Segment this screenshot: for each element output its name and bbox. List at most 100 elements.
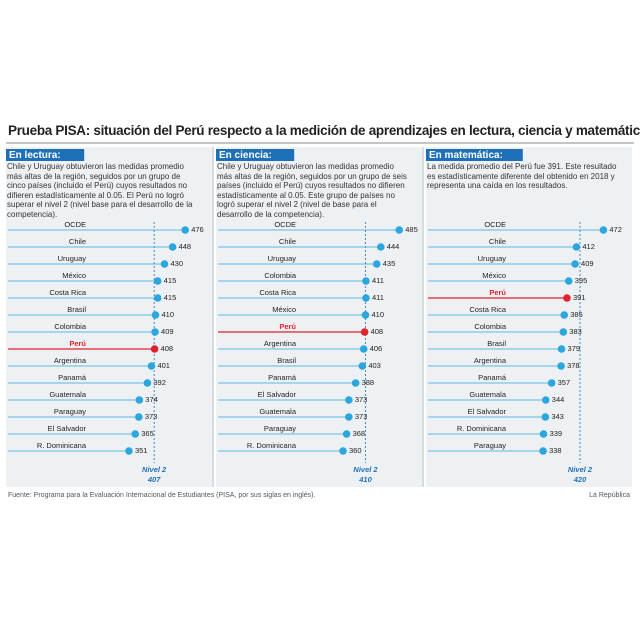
value-label: 338 bbox=[549, 446, 562, 455]
dot bbox=[563, 294, 571, 302]
value-label: 411 bbox=[372, 276, 384, 285]
category-label: Brasil bbox=[487, 339, 506, 348]
value-label: 343 bbox=[551, 412, 564, 421]
dot bbox=[135, 413, 143, 421]
dot bbox=[153, 294, 162, 302]
value-label: 409 bbox=[581, 259, 594, 268]
dot bbox=[377, 243, 385, 251]
value-label: 374 bbox=[145, 395, 158, 404]
dot bbox=[151, 311, 160, 319]
category-label: Brasil bbox=[277, 356, 296, 365]
dot bbox=[362, 277, 370, 285]
value-label: 385 bbox=[570, 310, 583, 319]
dot bbox=[151, 328, 159, 336]
threshold-label: Nivel 2 bbox=[142, 465, 167, 474]
category-label: Argentina bbox=[264, 339, 297, 348]
dot bbox=[599, 226, 608, 234]
value-label: 409 bbox=[161, 327, 174, 336]
dot bbox=[351, 379, 360, 387]
value-label: 395 bbox=[575, 276, 588, 285]
category-label: Uruguay bbox=[58, 254, 87, 263]
value-label: 351 bbox=[135, 446, 148, 455]
value-label: 357 bbox=[558, 378, 571, 387]
value-label: 406 bbox=[370, 344, 383, 353]
dot bbox=[557, 345, 566, 353]
value-label: 401 bbox=[157, 361, 170, 370]
value-label: 411 bbox=[372, 293, 384, 302]
dot bbox=[539, 430, 548, 438]
value-label: 368 bbox=[353, 429, 366, 438]
dot bbox=[143, 379, 152, 387]
value-label: 408 bbox=[371, 327, 384, 336]
category-label: México bbox=[62, 271, 86, 280]
category-label: R. Dominicana bbox=[457, 424, 507, 433]
value-label: 415 bbox=[164, 293, 177, 302]
section-label: En ciencia: bbox=[219, 150, 272, 161]
threshold-value: 420 bbox=[573, 475, 587, 484]
category-label: Uruguay bbox=[478, 254, 507, 263]
value-label: 415 bbox=[164, 276, 177, 285]
category-label: Chile bbox=[279, 237, 296, 246]
category-label: Colombia bbox=[264, 271, 297, 280]
category-label: Costa Rica bbox=[469, 305, 507, 314]
category-label: R. Dominicana bbox=[37, 441, 87, 450]
dot bbox=[131, 430, 140, 438]
dot bbox=[395, 226, 404, 234]
category-label: Panamá bbox=[268, 373, 297, 382]
dot bbox=[168, 243, 177, 251]
dot bbox=[339, 447, 347, 455]
category-label: Paraguay bbox=[474, 441, 506, 450]
value-label: 344 bbox=[552, 395, 565, 404]
threshold-label: Nivel 2 bbox=[353, 465, 378, 474]
credit: La República bbox=[589, 492, 630, 499]
category-label: El Salvador bbox=[258, 390, 297, 399]
value-label: 472 bbox=[609, 225, 622, 234]
category-label: OCDE bbox=[64, 220, 86, 229]
value-label: 408 bbox=[161, 344, 174, 353]
dot bbox=[372, 260, 381, 268]
dot bbox=[181, 226, 189, 234]
category-label: Panamá bbox=[58, 373, 87, 382]
value-label: 435 bbox=[383, 259, 396, 268]
dot bbox=[160, 260, 169, 268]
value-label: 430 bbox=[171, 259, 184, 268]
value-label: 444 bbox=[387, 242, 400, 251]
category-label: Guatemala bbox=[259, 407, 297, 416]
value-label: 365 bbox=[141, 429, 154, 438]
category-label: R. Dominicana bbox=[247, 441, 297, 450]
value-label: 476 bbox=[191, 225, 204, 234]
dot bbox=[559, 328, 568, 336]
dot bbox=[361, 311, 370, 319]
value-label: 410 bbox=[162, 310, 175, 319]
dot bbox=[135, 396, 144, 404]
category-label: Perú bbox=[69, 339, 86, 348]
section-label: En lectura: bbox=[9, 150, 61, 161]
category-label: Argentina bbox=[54, 356, 87, 365]
dot bbox=[564, 277, 573, 285]
description: La medida promedio del Perú fue 391. Est… bbox=[427, 162, 617, 190]
category-label: Colombia bbox=[474, 322, 507, 331]
category-label: Argentina bbox=[474, 356, 507, 365]
value-label: 373 bbox=[355, 412, 368, 421]
category-label: Panamá bbox=[478, 373, 507, 382]
value-label: 412 bbox=[582, 242, 595, 251]
dot bbox=[541, 413, 550, 421]
value-label: 378 bbox=[567, 361, 580, 370]
value-label: 373 bbox=[145, 412, 158, 421]
dot bbox=[342, 430, 351, 438]
category-label: Chile bbox=[69, 237, 86, 246]
dot bbox=[560, 311, 569, 319]
dot bbox=[150, 345, 159, 353]
title: Prueba PISA: situación del Perú respecto… bbox=[8, 123, 640, 138]
category-label: El Salvador bbox=[48, 424, 87, 433]
value-label: 392 bbox=[153, 378, 166, 387]
category-label: Paraguay bbox=[54, 407, 86, 416]
dot bbox=[557, 362, 565, 370]
panel-bg bbox=[426, 147, 632, 487]
dot bbox=[539, 447, 547, 455]
value-label: 485 bbox=[405, 225, 418, 234]
category-label: México bbox=[482, 271, 506, 280]
value-label: 410 bbox=[372, 310, 385, 319]
category-label: Colombia bbox=[54, 322, 87, 331]
value-label: 403 bbox=[368, 361, 381, 370]
